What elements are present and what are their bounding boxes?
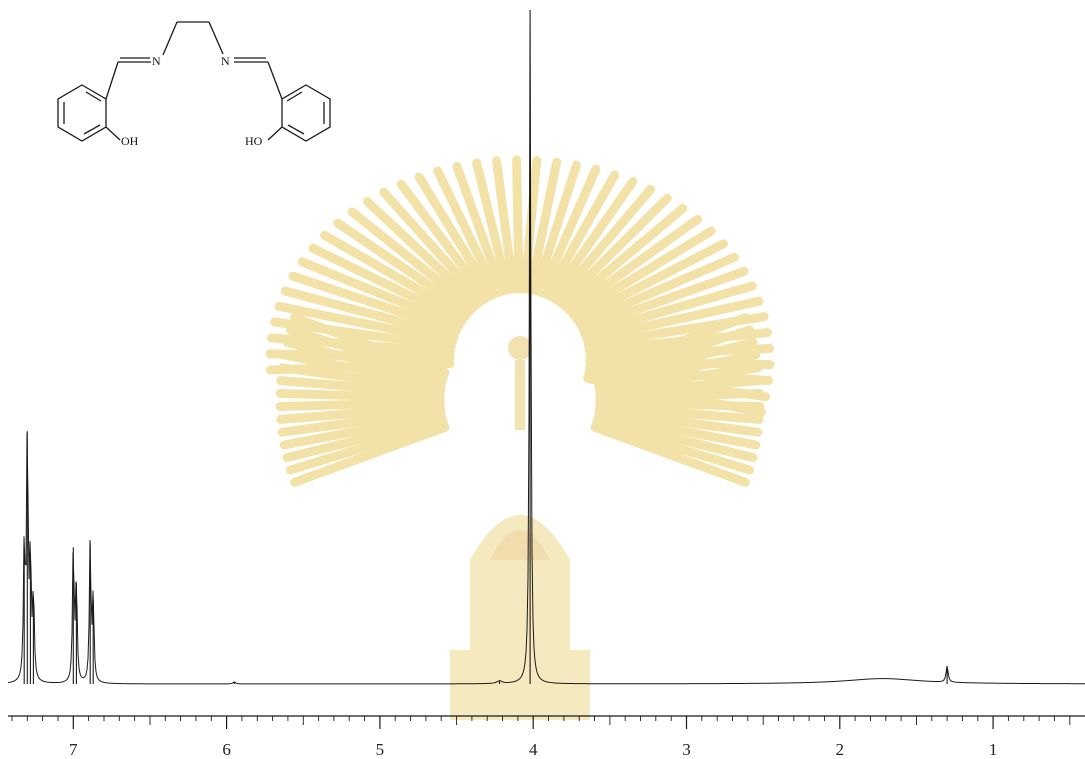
x-axis-ticks <box>12 716 1070 729</box>
x-axis-tick-labels: 13121110987654321 <box>0 740 997 759</box>
x-axis-tick-label: 4 <box>529 740 538 759</box>
peak-marks <box>0 10 947 684</box>
x-axis-tick-label: 5 <box>376 740 385 759</box>
x-axis-tick-label: 1 <box>989 740 998 759</box>
x-axis-tick-label: 6 <box>222 740 231 759</box>
x-axis-tick-label: 3 <box>682 740 691 759</box>
x-axis-tick-label: 2 <box>836 740 845 759</box>
x-axis-tick-label: 7 <box>69 740 78 759</box>
spectrum-trace <box>8 24 1085 684</box>
